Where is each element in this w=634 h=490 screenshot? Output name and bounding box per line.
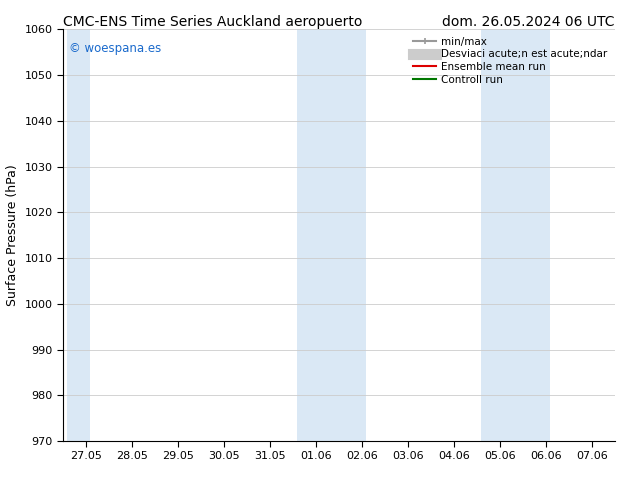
Text: CMC-ENS Time Series Auckland aeropuerto: CMC-ENS Time Series Auckland aeropuerto: [63, 15, 363, 29]
Legend: min/max, Desviaci acute;n est acute;ndar, Ensemble mean run, Controll run: min/max, Desviaci acute;n est acute;ndar…: [409, 32, 612, 89]
Bar: [67, 29, 90, 441]
Text: © woespana.es: © woespana.es: [69, 42, 161, 55]
Y-axis label: Surface Pressure (hPa): Surface Pressure (hPa): [6, 164, 19, 306]
Text: dom. 26.05.2024 06 UTC: dom. 26.05.2024 06 UTC: [443, 15, 615, 29]
Bar: [297, 29, 366, 441]
Bar: [481, 29, 550, 441]
